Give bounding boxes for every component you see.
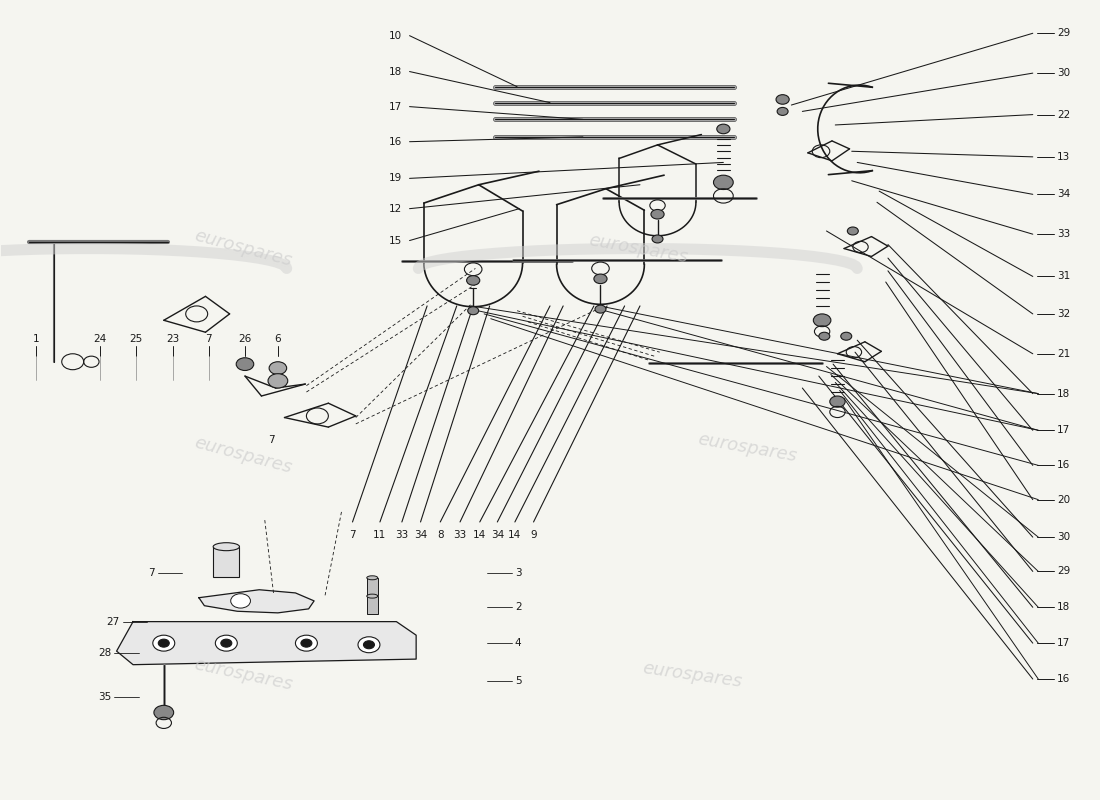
Circle shape xyxy=(296,635,318,651)
Circle shape xyxy=(216,635,238,651)
Text: 3: 3 xyxy=(515,568,521,578)
Text: eurospares: eurospares xyxy=(191,434,294,478)
Circle shape xyxy=(158,639,169,647)
Circle shape xyxy=(236,358,254,370)
Text: 23: 23 xyxy=(166,334,179,344)
Text: 13: 13 xyxy=(1057,152,1070,162)
Circle shape xyxy=(776,94,789,104)
Text: 34: 34 xyxy=(491,530,504,540)
Circle shape xyxy=(270,362,287,374)
Text: 24: 24 xyxy=(94,334,107,344)
Text: 10: 10 xyxy=(388,30,401,41)
Text: 16: 16 xyxy=(1057,460,1070,470)
Ellipse shape xyxy=(366,594,377,598)
Circle shape xyxy=(358,637,379,653)
Text: 22: 22 xyxy=(1057,110,1070,119)
Text: 33: 33 xyxy=(1057,229,1070,239)
Text: eurospares: eurospares xyxy=(586,231,689,266)
Text: 21: 21 xyxy=(1057,349,1070,358)
Text: 7: 7 xyxy=(148,568,155,578)
Text: 6: 6 xyxy=(275,334,282,344)
Circle shape xyxy=(466,276,480,285)
Text: 4: 4 xyxy=(515,638,521,648)
Bar xyxy=(366,596,377,614)
Text: 31: 31 xyxy=(1057,271,1070,282)
Text: 17: 17 xyxy=(1057,638,1070,648)
Text: 16: 16 xyxy=(388,137,401,146)
Circle shape xyxy=(231,594,251,608)
Text: 30: 30 xyxy=(1057,68,1070,78)
Text: 17: 17 xyxy=(1057,426,1070,435)
Text: 30: 30 xyxy=(1057,532,1070,542)
Text: 8: 8 xyxy=(437,530,443,540)
Circle shape xyxy=(363,641,374,649)
Circle shape xyxy=(777,107,788,115)
Text: 20: 20 xyxy=(1057,494,1070,505)
Circle shape xyxy=(847,227,858,235)
Text: 7: 7 xyxy=(349,530,355,540)
Polygon shape xyxy=(117,622,416,665)
Bar xyxy=(213,546,240,577)
Text: 11: 11 xyxy=(373,530,386,540)
Text: 12: 12 xyxy=(388,204,401,214)
Text: 34: 34 xyxy=(1057,190,1070,199)
Text: 1: 1 xyxy=(33,334,40,344)
Bar xyxy=(366,578,377,595)
Text: 16: 16 xyxy=(1057,674,1070,684)
Circle shape xyxy=(813,314,830,326)
Text: 19: 19 xyxy=(388,174,401,183)
Polygon shape xyxy=(199,590,315,613)
Text: eurospares: eurospares xyxy=(641,659,744,691)
Circle shape xyxy=(652,235,663,243)
Text: 25: 25 xyxy=(130,334,143,344)
Text: 15: 15 xyxy=(388,235,401,246)
Text: 14: 14 xyxy=(508,530,521,540)
Circle shape xyxy=(153,635,175,651)
Text: 7: 7 xyxy=(268,435,275,445)
Text: 17: 17 xyxy=(388,102,401,112)
Circle shape xyxy=(829,396,845,407)
Text: 32: 32 xyxy=(1057,309,1070,319)
Text: 7: 7 xyxy=(206,334,212,344)
Circle shape xyxy=(268,374,288,388)
Text: 18: 18 xyxy=(1057,602,1070,612)
Circle shape xyxy=(154,706,174,720)
Circle shape xyxy=(717,124,730,134)
Circle shape xyxy=(595,305,606,313)
Text: 14: 14 xyxy=(473,530,486,540)
Text: 27: 27 xyxy=(107,617,120,626)
Circle shape xyxy=(818,332,829,340)
Circle shape xyxy=(651,210,664,219)
Circle shape xyxy=(840,332,851,340)
Ellipse shape xyxy=(366,576,377,580)
Text: 5: 5 xyxy=(515,676,521,686)
Circle shape xyxy=(714,175,734,190)
Text: 26: 26 xyxy=(239,334,252,344)
Text: 28: 28 xyxy=(98,648,111,658)
Circle shape xyxy=(301,639,312,647)
Text: eurospares: eurospares xyxy=(191,656,294,694)
Circle shape xyxy=(221,639,232,647)
Circle shape xyxy=(594,274,607,284)
Ellipse shape xyxy=(213,542,240,550)
Text: 29: 29 xyxy=(1057,566,1070,577)
Circle shape xyxy=(468,306,478,314)
Text: 33: 33 xyxy=(395,530,408,540)
Text: eurospares: eurospares xyxy=(191,227,294,270)
Text: 34: 34 xyxy=(414,530,427,540)
Text: 2: 2 xyxy=(515,602,521,612)
Text: 9: 9 xyxy=(530,530,537,540)
Text: 29: 29 xyxy=(1057,28,1070,38)
Text: 18: 18 xyxy=(1057,389,1070,398)
Text: 33: 33 xyxy=(453,530,466,540)
Text: 35: 35 xyxy=(98,691,111,702)
Text: eurospares: eurospares xyxy=(696,430,799,466)
Text: 18: 18 xyxy=(388,66,401,77)
